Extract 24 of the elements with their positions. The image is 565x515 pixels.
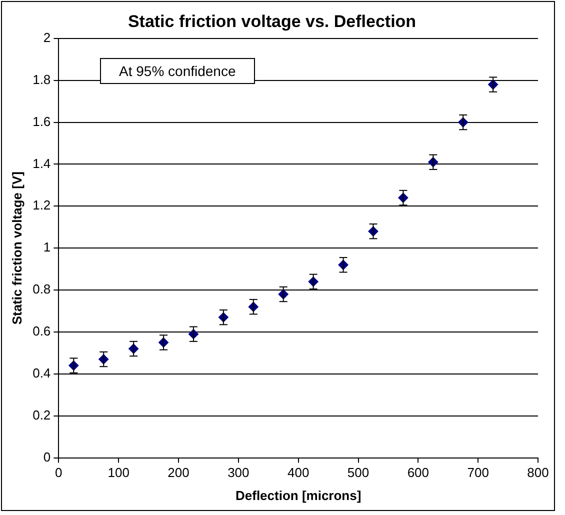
- y-tick-label: 0.8: [32, 282, 51, 297]
- x-tick-label: 800: [527, 465, 549, 480]
- chart-title: Static friction voltage vs. Deflection: [128, 12, 416, 31]
- x-tick-label: 400: [287, 465, 310, 480]
- x-tick-label: 700: [467, 465, 489, 480]
- y-tick-label: 1.8: [32, 72, 51, 87]
- x-tick-label: 100: [108, 465, 130, 480]
- y-tick-label: 1.4: [32, 156, 51, 171]
- x-tick-label: 500: [347, 465, 370, 480]
- y-tick-label: 1.6: [32, 114, 51, 129]
- annotation: At 95% confidence: [100, 58, 255, 84]
- y-tick-label: 0: [43, 449, 51, 464]
- x-tick-label: 300: [228, 465, 250, 480]
- y-tick-label: 0.6: [32, 324, 51, 339]
- x-tick-label: 200: [168, 465, 190, 480]
- y-tick-label: 1.2: [32, 198, 51, 213]
- x-tick-label: 600: [407, 465, 430, 480]
- y-tick-label: 0.4: [32, 366, 51, 380]
- y-axis-title: Static friction voltage [V]: [9, 172, 24, 325]
- y-tick-label: 0.2: [32, 407, 51, 422]
- x-tick-label: 0: [55, 465, 62, 480]
- x-axis-title: Deflection [microns]: [235, 488, 362, 503]
- y-tick-label: 2: [43, 30, 51, 45]
- y-tick-label: 1: [43, 240, 51, 255]
